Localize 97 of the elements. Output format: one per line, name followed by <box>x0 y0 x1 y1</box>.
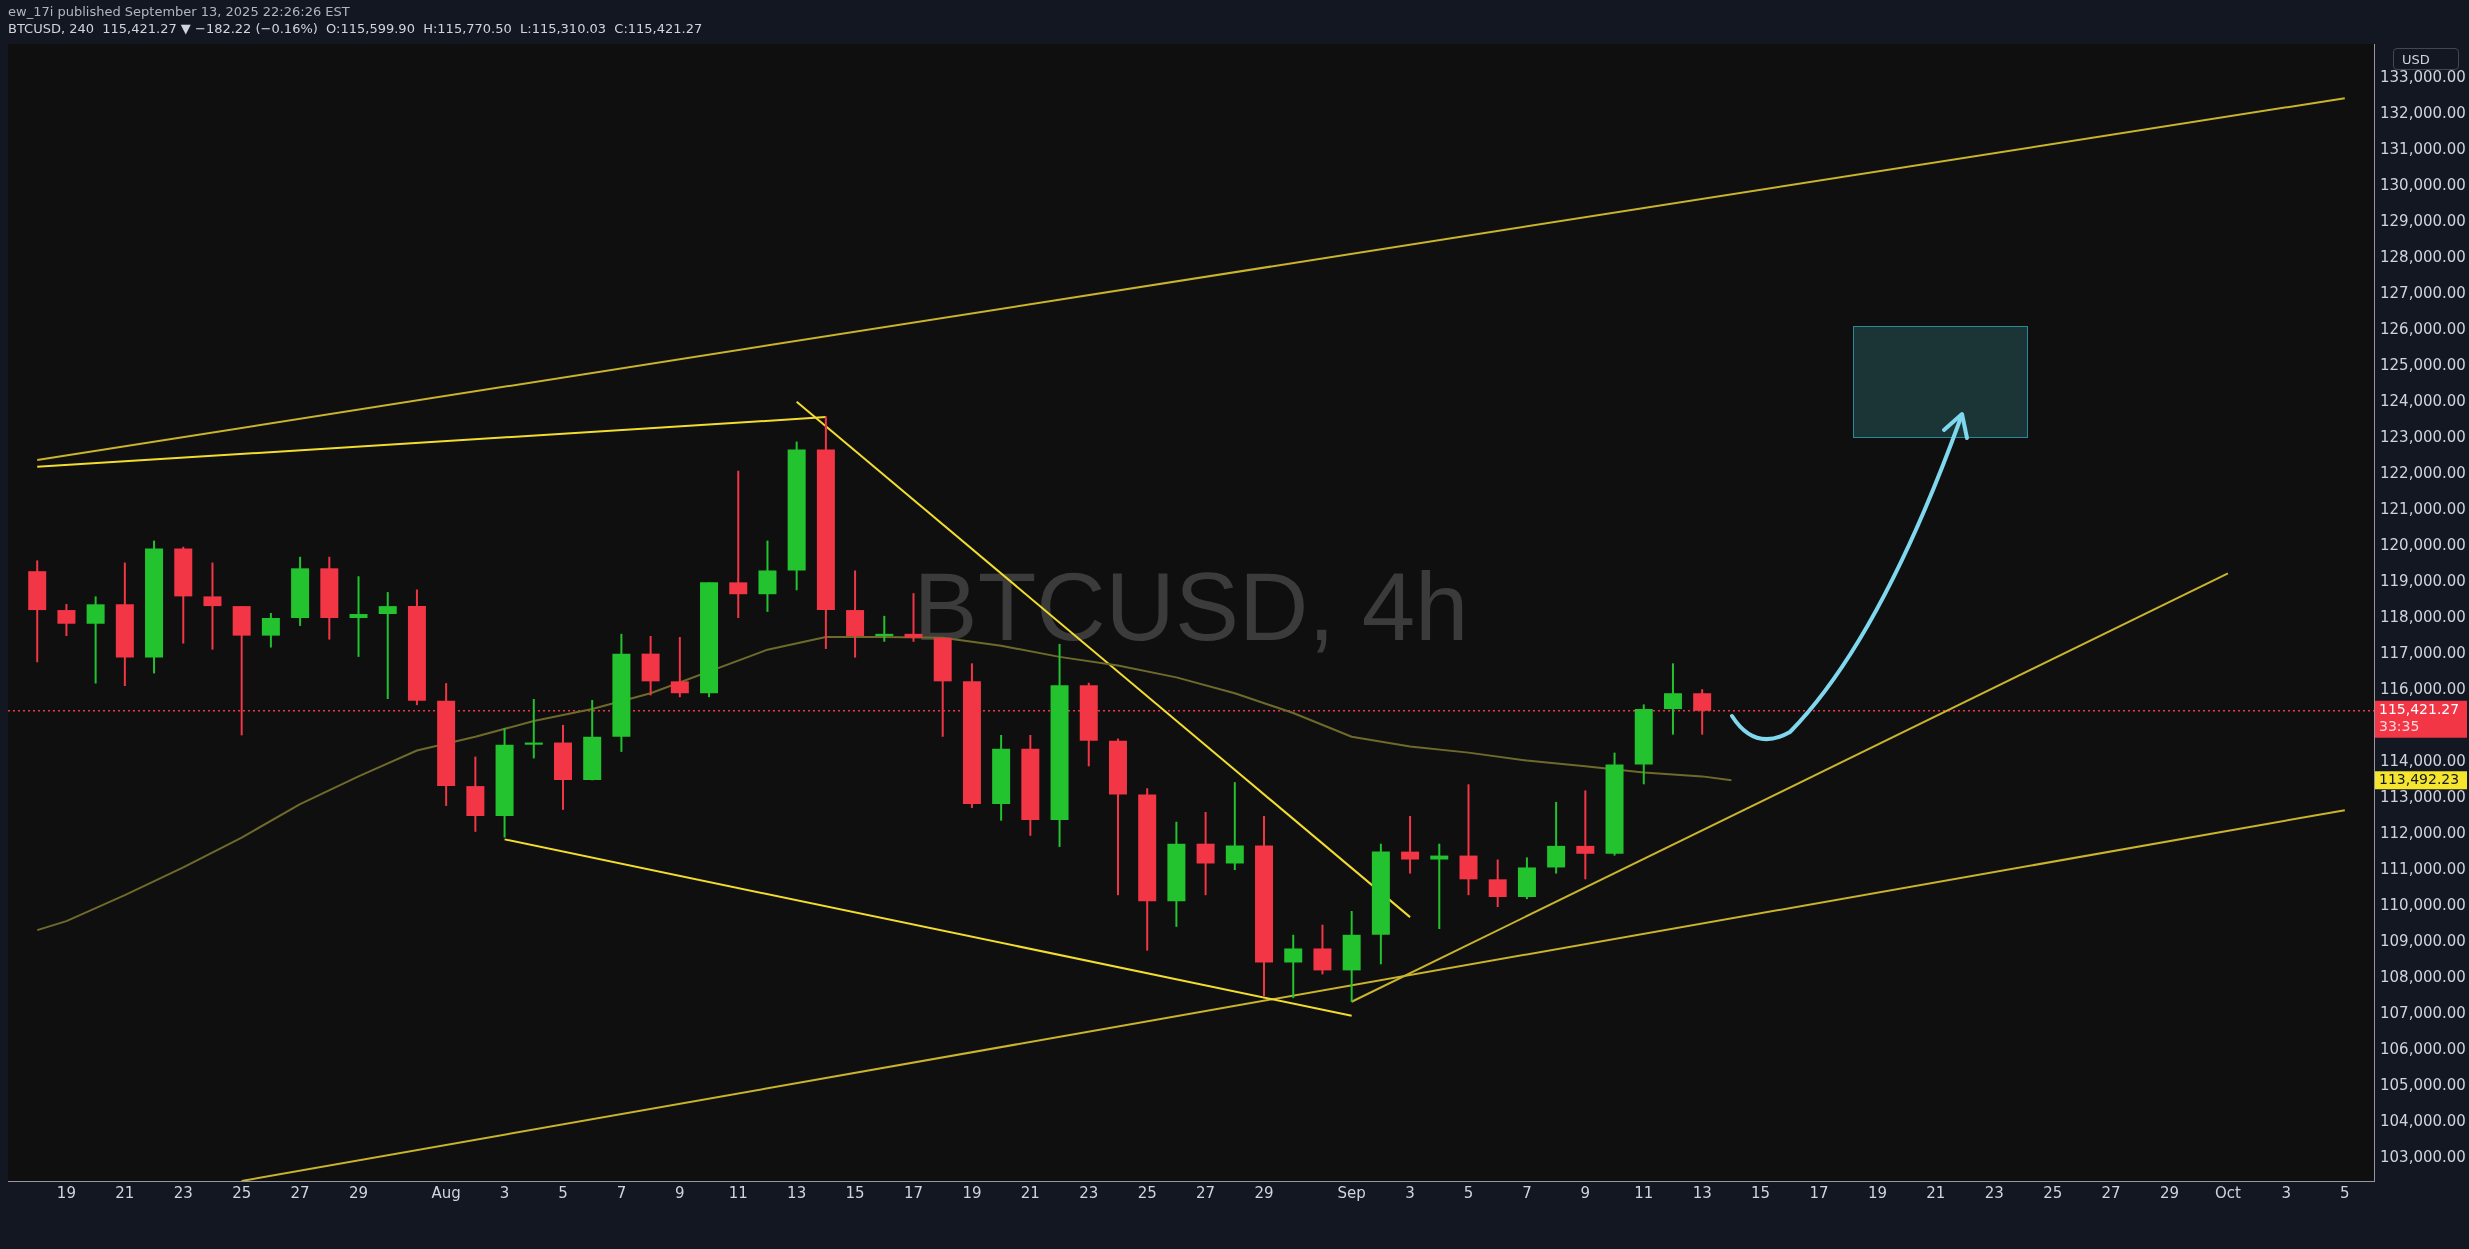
x-tick-label: Oct <box>2214 1183 2242 1202</box>
y-tick-label: 122,000.00 <box>2380 463 2466 482</box>
x-tick-label: 5 <box>2340 1183 2350 1202</box>
candlestick <box>1401 814 1420 875</box>
y-tick-label: 130,000.00 <box>2380 175 2466 194</box>
y-tick-label: 128,000.00 <box>2380 247 2466 266</box>
candlestick <box>378 591 397 700</box>
y-tick-label: 116,000.00 <box>2380 679 2466 698</box>
y-tick-label: 109,000.00 <box>2380 931 2466 950</box>
y-tick-label: 131,000.00 <box>2380 139 2466 158</box>
x-tick-label: 21 <box>1926 1183 1946 1202</box>
x-tick-label: 23 <box>1079 1183 1099 1202</box>
candlestick <box>86 595 105 685</box>
candlestick <box>1576 789 1595 881</box>
y-tick-label: 132,000.00 <box>2380 103 2466 122</box>
x-tick-label: 9 <box>675 1183 685 1202</box>
y-tick-label: 123,000.00 <box>2380 427 2466 446</box>
text: 113,492.23 <box>2379 770 2460 787</box>
y-tick-label: 110,000.00 <box>2380 895 2466 914</box>
x-tick-label: 29 <box>1254 1183 1274 1202</box>
x-tick-label: 21 <box>115 1183 135 1202</box>
candlestick <box>1488 858 1507 909</box>
x-tick-label: 21 <box>1020 1183 1040 1202</box>
x-tick-label: 23 <box>173 1183 193 1202</box>
x-tick-label: Aug <box>431 1183 461 1202</box>
x-tick-label: 9 <box>1580 1183 1591 1202</box>
y-tick-label: 129,000.00 <box>2380 211 2466 230</box>
x-tick-label: 3 <box>2281 1183 2292 1202</box>
x-tick-label: 19 <box>1867 1183 1887 1202</box>
x-tick-label: 25 <box>232 1183 252 1202</box>
candlestick <box>1196 811 1215 897</box>
x-tick-label: 11 <box>728 1183 748 1202</box>
x-tick-label: 17 <box>1809 1183 1829 1202</box>
x-tick-label: 13 <box>1692 1183 1712 1202</box>
y-tick-label: 113,000.00 <box>2380 787 2466 806</box>
x-tick-label: 15 <box>845 1183 865 1202</box>
x-tick-label: 27 <box>290 1183 310 1202</box>
x-tick-label: 29 <box>348 1183 369 1202</box>
y-tick-label: 112,000.00 <box>2380 823 2466 842</box>
y-tick-label: 117,000.00 <box>2380 643 2466 662</box>
y-tick-label: 125,000.00 <box>2380 355 2466 374</box>
y-tick-label: 107,000.00 <box>2380 1003 2466 1022</box>
candlestick <box>57 602 76 637</box>
y-tick-label: 103,000.00 <box>2380 1147 2466 1166</box>
y-tick-label: 114,000.00 <box>2380 751 2466 770</box>
y-tick-label: 133,000.00 <box>2380 67 2466 86</box>
x-tick-label: 7 <box>1522 1183 1532 1202</box>
x-tick-label: 11 <box>1634 1183 1654 1202</box>
y-tick-label: 120,000.00 <box>2380 535 2466 554</box>
candlestick <box>875 614 894 643</box>
y-tick-label: 106,000.00 <box>2380 1039 2466 1058</box>
y-tick-label: 105,000.00 <box>2380 1075 2466 1094</box>
text: USD <box>2402 52 2430 67</box>
candlestick <box>1313 923 1332 976</box>
x-tick-label: 29 <box>2159 1183 2180 1202</box>
x-tick-label: 3 <box>1405 1183 1415 1202</box>
candlestick <box>1547 800 1566 875</box>
ref-line-label: 115,421.27 <box>2379 701 2460 718</box>
text: BTCUSD, 240 115,421.27 ▼ −182.22 (−0.16%) O:115,599.90 H:115,770.50 L:115,310.03 C:115,421.27 <box>8 21 703 36</box>
candlestick <box>1430 842 1449 931</box>
x-tick-label: 25 <box>1137 1183 1157 1202</box>
candlestick <box>729 469 748 619</box>
x-tick-label: 23 <box>1984 1183 2004 1202</box>
x-tick-label: 13 <box>787 1183 807 1202</box>
candlestick <box>1284 933 1303 1000</box>
candlestick <box>670 636 689 699</box>
x-tick-label: 7 <box>616 1183 627 1202</box>
candlestick <box>1663 662 1682 736</box>
x-tick-label: 25 <box>2043 1183 2063 1202</box>
candlestick <box>203 561 222 651</box>
x-tick-label: 27 <box>2101 1183 2121 1202</box>
y-tick-label: 108,000.00 <box>2380 967 2466 986</box>
y-tick-label: 118,000.00 <box>2380 607 2466 626</box>
y-tick-label: 111,000.00 <box>2380 859 2466 878</box>
x-tick-label: Sep <box>1337 1183 1366 1202</box>
y-tick-label: 126,000.00 <box>2380 319 2466 338</box>
candlestick <box>349 575 368 658</box>
x-tick-label: 5 <box>558 1183 568 1202</box>
candlestick <box>758 539 777 613</box>
candlestick <box>524 697 543 760</box>
y-tick-label: 121,000.00 <box>2380 499 2466 518</box>
x-tick-label: 17 <box>903 1183 924 1202</box>
y-tick-label: 124,000.00 <box>2380 391 2466 410</box>
candlestick <box>1225 781 1244 871</box>
candlestick <box>1459 783 1478 897</box>
x-tick-label: 15 <box>1751 1183 1771 1202</box>
x-tick-label: 5 <box>1463 1183 1474 1202</box>
y-tick-label: 104,000.00 <box>2380 1111 2466 1130</box>
x-tick-label: 27 <box>1196 1183 1216 1202</box>
x-tick-label: 19 <box>56 1183 76 1202</box>
text: ew_17i published September 13, 2025 22:26:26 EST <box>8 4 350 19</box>
x-tick-label: 19 <box>962 1183 982 1202</box>
candlestick <box>261 611 280 649</box>
text: 33:35 <box>2379 718 2420 735</box>
y-tick-label: 127,000.00 <box>2380 283 2466 302</box>
y-tick-label: 119,000.00 <box>2380 571 2466 590</box>
x-tick-label: 3 <box>499 1183 510 1202</box>
